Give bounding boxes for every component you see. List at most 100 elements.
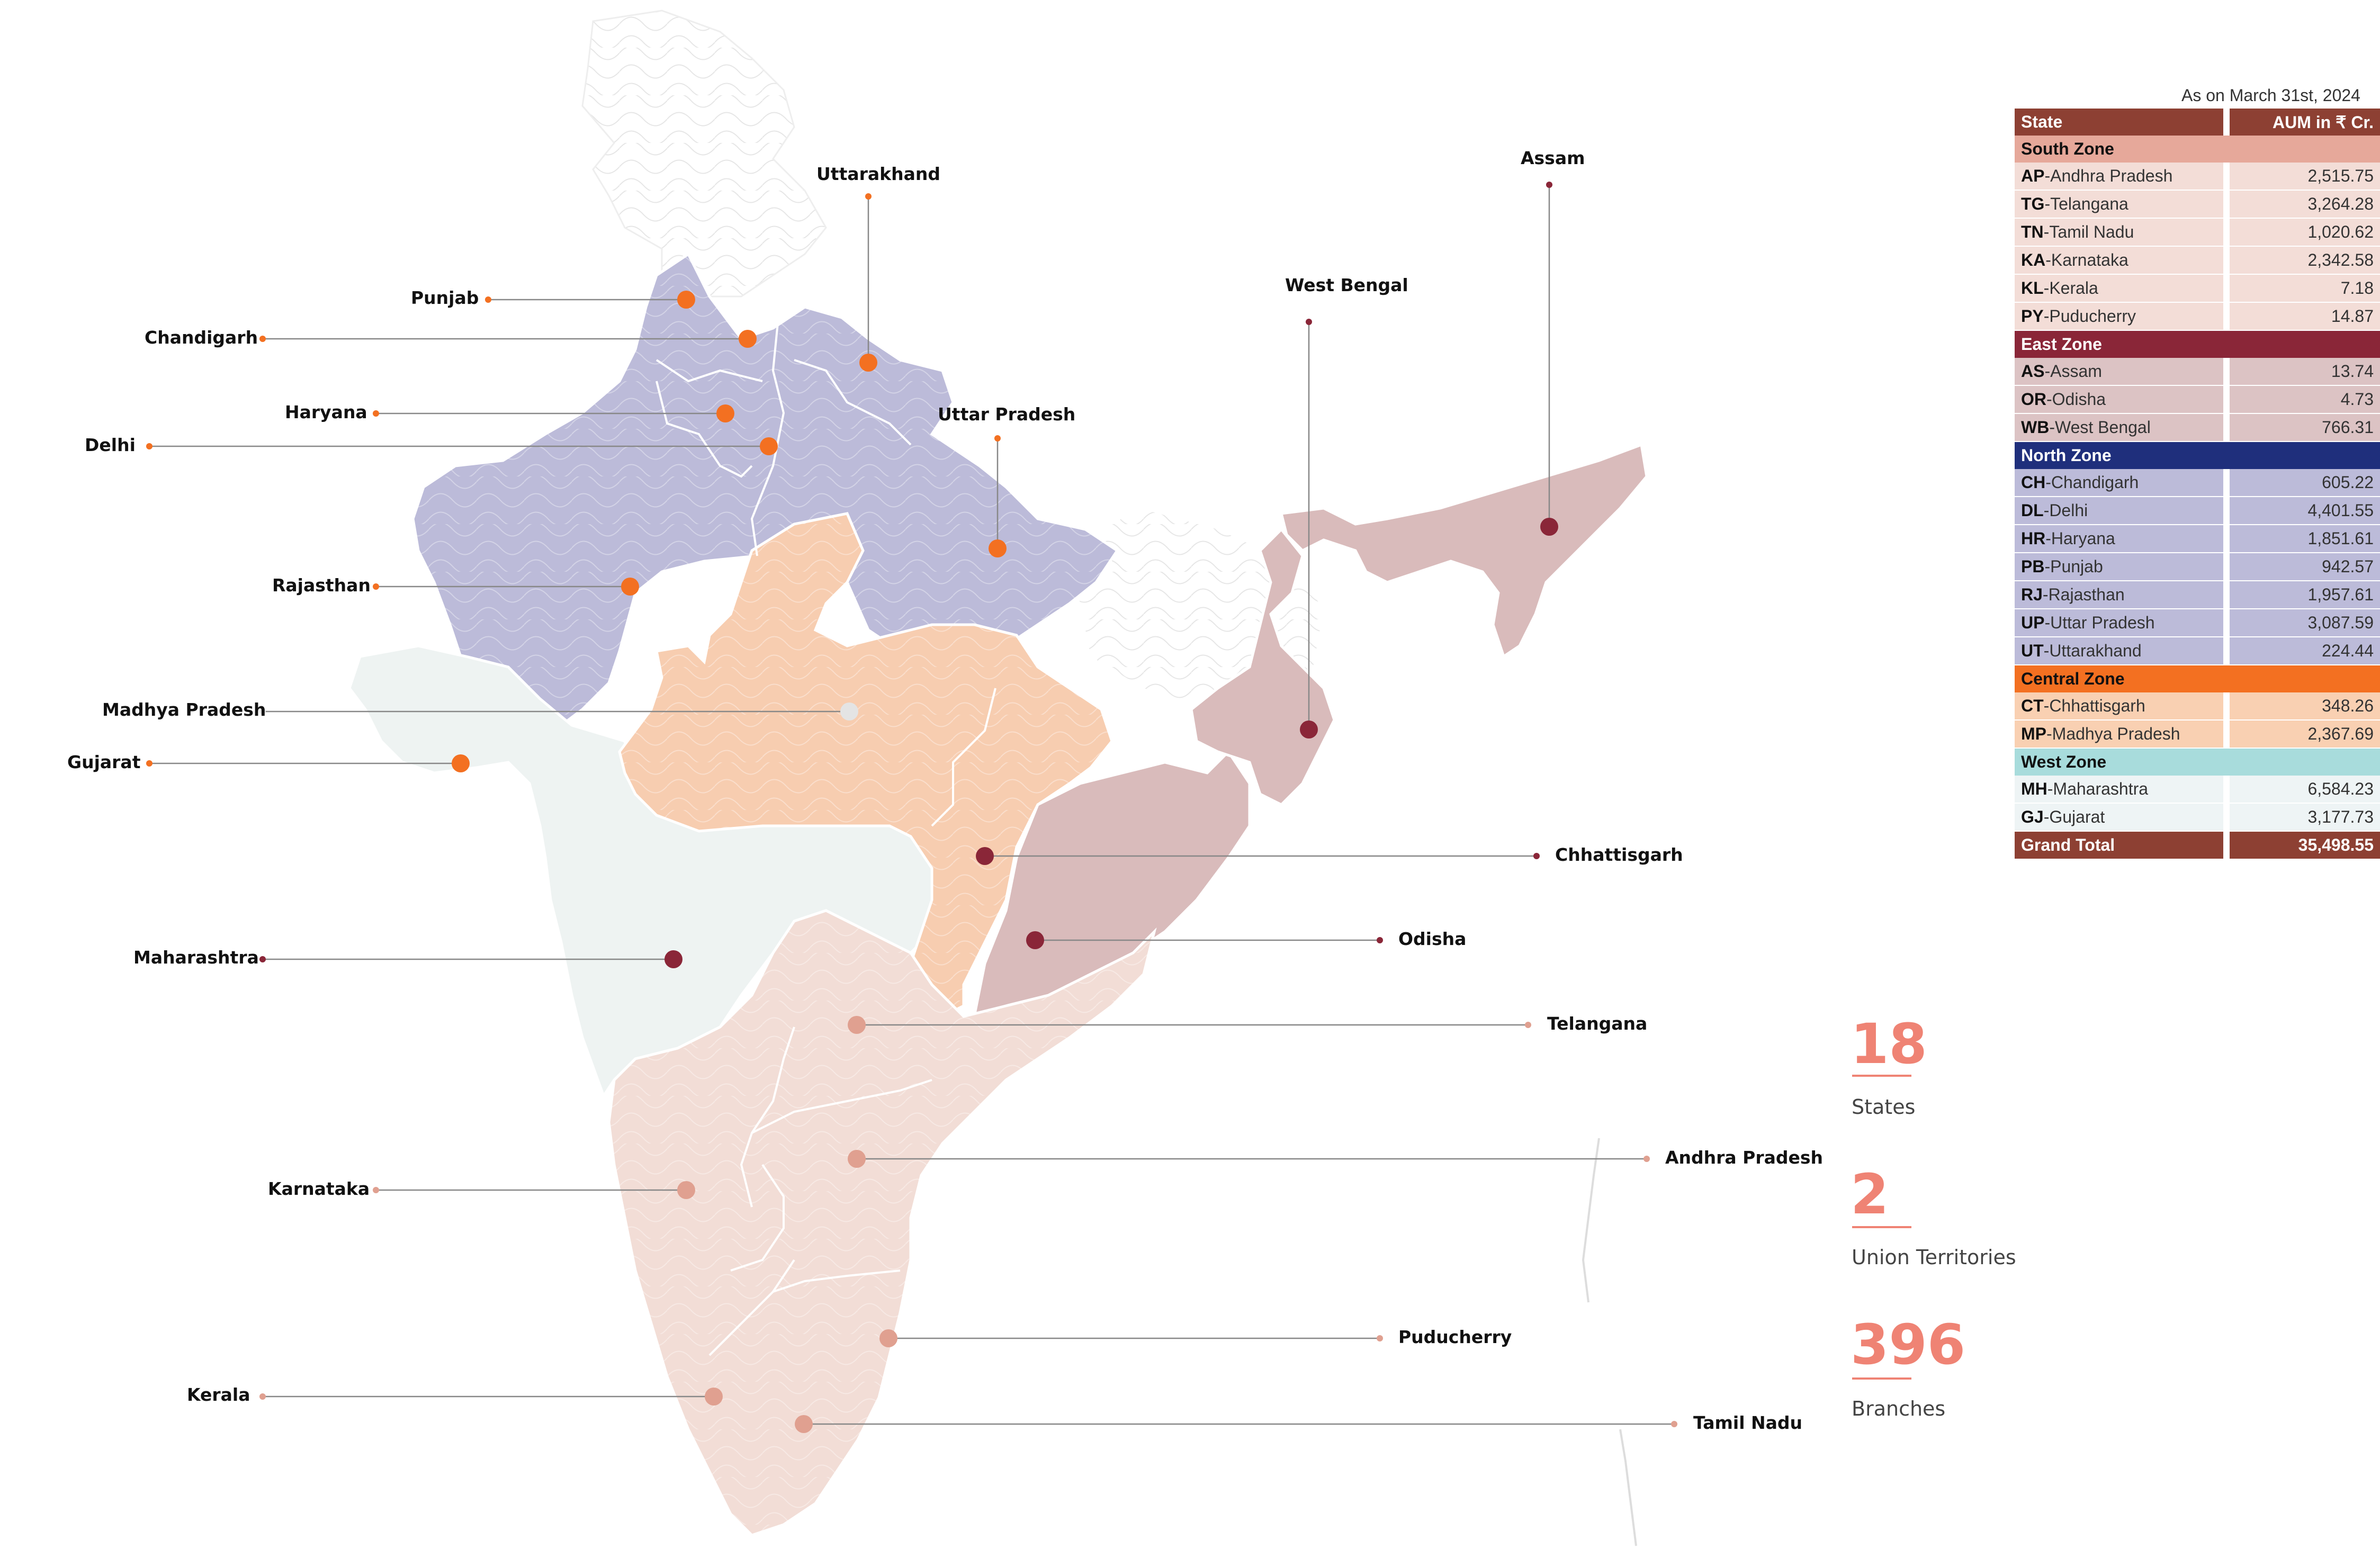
state-name: -Uttar Pradesh — [2044, 613, 2155, 632]
aum-value: 766.31 — [2230, 414, 2380, 442]
table-row: UP-Uttar Pradesh 3,087.59 — [2015, 609, 2380, 637]
state-name: -Telangana — [2044, 194, 2128, 213]
aum-value: 3,087.59 — [2230, 609, 2380, 637]
table-row: UT-Uttarakhand 224.44 — [2015, 637, 2380, 665]
state-name: -West Bengal — [2049, 418, 2151, 437]
table-row: HR-Haryana 1,851.61 — [2015, 525, 2380, 553]
state-code: WB — [2021, 418, 2050, 437]
state-code: HR — [2021, 529, 2046, 548]
state-cell: PY-Puducherry — [2015, 303, 2230, 331]
table-row: RJ-Rajasthan 1,957.61 — [2015, 581, 2380, 609]
state-name: -Andhra Pradesh — [2044, 166, 2173, 185]
east-zone-region — [972, 750, 1251, 1019]
zone-name: West Zone — [2015, 749, 2380, 776]
state-code: DL — [2021, 501, 2044, 520]
stat-states-value: 18 — [1851, 1012, 1927, 1076]
state-code: PY — [2021, 307, 2044, 326]
table-row: WB-West Bengal 766.31 — [2015, 414, 2380, 442]
state-name: -Kerala — [2043, 278, 2098, 298]
state-code: UP — [2021, 613, 2045, 632]
table-row: AS-Assam 13.74 — [2015, 358, 2380, 386]
stat-branches-rule — [1852, 1377, 1911, 1380]
label-chandigarh: Chandigarh — [145, 327, 258, 348]
stat-ut-rule — [1852, 1226, 1911, 1228]
aum-value: 224.44 — [2230, 637, 2380, 665]
south-pattern — [609, 911, 1154, 1535]
table-row: CH-Chandigarh 605.22 — [2015, 469, 2380, 497]
marker-uttar-pradesh — [989, 539, 1007, 557]
state-name: -Gujarat — [2043, 807, 2105, 826]
label-uttar-pradesh: Uttar Pradesh — [938, 404, 1076, 425]
state-code: UT — [2021, 641, 2044, 660]
label-delhi: Delhi — [85, 435, 136, 455]
state-cell: AS-Assam — [2015, 358, 2230, 386]
state-code: RJ — [2021, 585, 2043, 604]
state-code: KL — [2021, 278, 2044, 298]
west-bengal-region — [1190, 527, 1336, 807]
state-cell: KA-Karnataka — [2015, 247, 2230, 275]
aum-value: 14.87 — [2230, 303, 2380, 331]
col-header-state: State — [2015, 109, 2230, 136]
state-code: MP — [2021, 724, 2046, 743]
table-row: MH-Maharashtra 6,584.23 — [2015, 776, 2380, 804]
table-row: PY-Puducherry 14.87 — [2015, 303, 2380, 331]
state-code: GJ — [2021, 807, 2044, 826]
state-name: -Delhi — [2043, 501, 2088, 520]
label-madhya-pradesh: Madhya Pradesh — [102, 699, 266, 720]
marker-maharashtra — [664, 950, 682, 968]
table-row: DL-Delhi 4,401.55 — [2015, 497, 2380, 525]
label-uttarakhand: Uttarakhand — [816, 164, 940, 184]
state-code: MH — [2021, 779, 2047, 798]
state-cell: HR-Haryana — [2015, 525, 2230, 553]
aum-value: 3,264.28 — [2230, 191, 2380, 219]
state-name: -Madhya Pradesh — [2046, 724, 2180, 743]
label-telangana: Telangana — [1547, 1013, 1648, 1034]
aum-table-body: State AUM in ₹ Cr. South Zone AP-Andhra P… — [2015, 109, 2380, 859]
table-row: TN-Tamil Nadu 1,020.62 — [2015, 219, 2380, 247]
marker-rajasthan — [621, 578, 639, 596]
state-name: -Haryana — [2045, 529, 2115, 548]
table-row: KL-Kerala 7.18 — [2015, 275, 2380, 303]
stat-ut-value: 2 — [1851, 1162, 1889, 1227]
state-name: -Maharashtra — [2047, 779, 2149, 798]
label-haryana: Haryana — [285, 402, 367, 422]
table-row: CT-Chhattisgarh 348.26 — [2015, 692, 2380, 721]
marker-haryana — [716, 404, 734, 422]
marker-delhi — [760, 437, 778, 455]
aum-value: 348.26 — [2230, 692, 2380, 721]
marker-uttarakhand — [859, 354, 877, 372]
marker-madhya-pradesh — [840, 703, 858, 721]
table-row: OR-Odisha 4.73 — [2015, 386, 2380, 414]
stat-states-rule — [1852, 1075, 1911, 1077]
table-header-row: State AUM in ₹ Cr. — [2015, 109, 2380, 136]
andaman-islands — [1582, 1138, 1637, 1546]
label-punjab: Punjab — [411, 287, 479, 308]
state-code: TN — [2021, 222, 2044, 241]
table-row: TG-Telangana 3,264.28 — [2015, 191, 2380, 219]
state-cell: UP-Uttar Pradesh — [2015, 609, 2230, 637]
label-kerala: Kerala — [187, 1384, 250, 1405]
northeast-region — [1279, 443, 1648, 659]
stat-states-label: States — [1852, 1095, 1916, 1119]
state-name: -Uttarakhand — [2043, 641, 2142, 660]
marker-chhattisgarh — [976, 847, 994, 865]
zone-row: Central Zone — [2015, 665, 2380, 692]
aum-value: 1,957.61 — [2230, 581, 2380, 609]
zone-name: North Zone — [2015, 442, 2380, 469]
zone-name: East Zone — [2015, 331, 2380, 358]
state-cell: PB-Punjab — [2015, 553, 2230, 581]
label-gujarat: Gujarat — [67, 752, 141, 772]
state-name: -Odisha — [2046, 390, 2106, 409]
aum-value: 4.73 — [2230, 386, 2380, 414]
leader-end-dots — [146, 182, 1677, 1427]
zone-row: East Zone — [2015, 331, 2380, 358]
aum-value: 605.22 — [2230, 469, 2380, 497]
state-code: TG — [2021, 194, 2045, 213]
table-row: MP-Madhya Pradesh 2,367.69 — [2015, 721, 2380, 749]
marker-punjab — [677, 291, 695, 309]
state-name: -Chhattisgarh — [2043, 696, 2145, 715]
zone-row: West Zone — [2015, 749, 2380, 776]
table-row: PB-Punjab 942.57 — [2015, 553, 2380, 581]
state-name: -Punjab — [2044, 557, 2103, 576]
